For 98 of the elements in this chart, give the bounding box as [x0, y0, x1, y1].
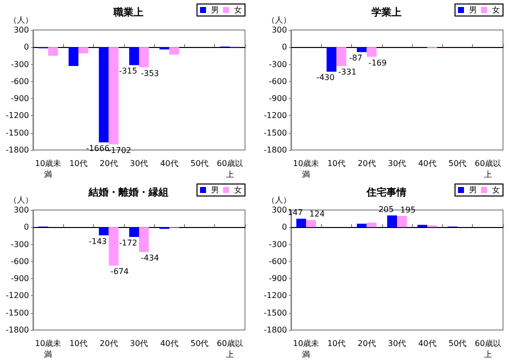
y-tick-label: -600 [268, 256, 287, 266]
chart-title: 職業上 [112, 6, 144, 18]
legend-label: 男 [469, 6, 477, 14]
x-tick-label: 30代 [130, 159, 148, 168]
chart-title: 学業上 [372, 6, 402, 18]
y-tick-label: -1800 [6, 326, 29, 334]
y-axis-title: （人） [9, 196, 33, 204]
x-tick-label: 10歳未満 [35, 339, 62, 359]
y-tick-label: -1800 [264, 326, 287, 334]
x-tick-label: 40代 [418, 339, 436, 348]
y-tick-label: -1500 [6, 308, 29, 318]
x-tick-label: 60歳以上 [474, 339, 501, 359]
y-tick-label: -900 [10, 94, 29, 104]
y-axis-title: （人） [267, 16, 291, 24]
x-tick-label: 40代 [160, 339, 178, 348]
data-label: -169 [368, 58, 387, 68]
y-tick-label: -600 [268, 76, 287, 86]
x-tick-label: 10歳未満 [293, 159, 320, 179]
legend-label: 男 [469, 186, 477, 194]
x-tick-label: 10歳未満 [35, 159, 62, 179]
data-label: -143 [88, 236, 107, 246]
data-label: 124 [309, 210, 325, 219]
x-tick-label: 30代 [388, 339, 406, 348]
y-tick-label: 300 [272, 206, 287, 214]
y-tick-label: -1200 [264, 291, 287, 300]
y-tick-label: 0 [24, 42, 29, 52]
x-tick-label: 10歳未満 [293, 339, 320, 359]
bar [306, 220, 316, 228]
y-tick-label: 0 [24, 222, 29, 232]
y-tick-label: -300 [10, 60, 29, 69]
y-axis-title: （人） [267, 196, 291, 204]
y-tick-label: -900 [10, 274, 29, 284]
x-tick-label: 60歳以上 [216, 159, 243, 179]
data-label: 147 [288, 208, 303, 218]
x-tick-label: 40代 [418, 159, 436, 168]
legend-label: 女 [234, 186, 242, 194]
x-tick-label: 30代 [388, 159, 406, 168]
x-tick-label: 20代 [100, 339, 118, 348]
x-tick-label: 20代 [100, 159, 118, 168]
y-tick-label: 300 [14, 206, 29, 214]
y-tick-label: 0 [282, 42, 287, 52]
x-tick-label: 50代 [190, 159, 209, 168]
x-tick-label: 10代 [69, 339, 88, 348]
legend-label: 男 [211, 6, 219, 14]
y-tick-label: -1200 [264, 111, 287, 120]
legend-label: 女 [234, 6, 242, 14]
y-tick-label: -1800 [264, 146, 287, 154]
x-tick-label: 60歳以上 [474, 159, 501, 179]
x-tick-label: 50代 [448, 339, 467, 348]
data-label: -674 [110, 267, 129, 276]
bar [356, 224, 367, 228]
y-tick-label: -900 [268, 274, 287, 284]
data-label: -434 [140, 253, 159, 262]
bar [296, 218, 306, 228]
y-tick-label: -1200 [6, 111, 29, 120]
x-tick-label: 50代 [190, 339, 209, 348]
legend-label: 女 [492, 186, 500, 194]
data-label: -1702 [108, 146, 132, 155]
y-tick-label: -300 [268, 60, 287, 69]
data-label: -430 [316, 73, 335, 82]
x-tick-label: 60歳以上 [216, 339, 243, 359]
y-tick-label: 300 [272, 26, 287, 34]
data-label: -87 [349, 54, 362, 63]
y-tick-label: -1800 [6, 146, 29, 154]
y-tick-label: 300 [14, 26, 29, 34]
bar [366, 222, 377, 228]
chart-title: 住宅事情 [366, 186, 406, 198]
data-label: -353 [140, 68, 159, 78]
chart-title: 結婚・離婚・縁組 [88, 186, 168, 198]
data-label: -1666 [86, 144, 110, 153]
y-tick-label: -1500 [264, 308, 287, 318]
x-tick-label: 40代 [160, 159, 178, 168]
x-tick-label: 20代 [358, 339, 376, 348]
data-label: -315 [119, 66, 138, 76]
x-tick-label: 10代 [69, 159, 88, 168]
y-axis-title: （人） [9, 16, 33, 24]
bar [397, 216, 407, 228]
data-label: -331 [338, 68, 356, 77]
legend-label: 女 [492, 6, 500, 14]
data-label: 195 [400, 206, 416, 214]
y-tick-label: -900 [268, 94, 287, 104]
x-tick-label: 10代 [327, 159, 346, 168]
y-tick-label: -1200 [6, 291, 29, 300]
y-tick-label: -1500 [6, 128, 29, 138]
data-label: -172 [119, 238, 138, 248]
y-tick-label: -1500 [264, 128, 287, 138]
x-tick-label: 50代 [448, 159, 467, 168]
bar [387, 215, 397, 228]
x-tick-label: 30代 [130, 339, 148, 348]
y-tick-label: 0 [282, 222, 287, 232]
legend-label: 男 [211, 186, 219, 194]
x-tick-label: 20代 [358, 159, 376, 168]
x-tick-label: 10代 [327, 339, 346, 348]
y-tick-label: -600 [10, 256, 29, 266]
y-tick-label: -600 [10, 76, 29, 86]
y-tick-label: -300 [10, 240, 29, 249]
y-tick-label: -300 [268, 240, 287, 249]
data-label: 205 [378, 204, 394, 214]
